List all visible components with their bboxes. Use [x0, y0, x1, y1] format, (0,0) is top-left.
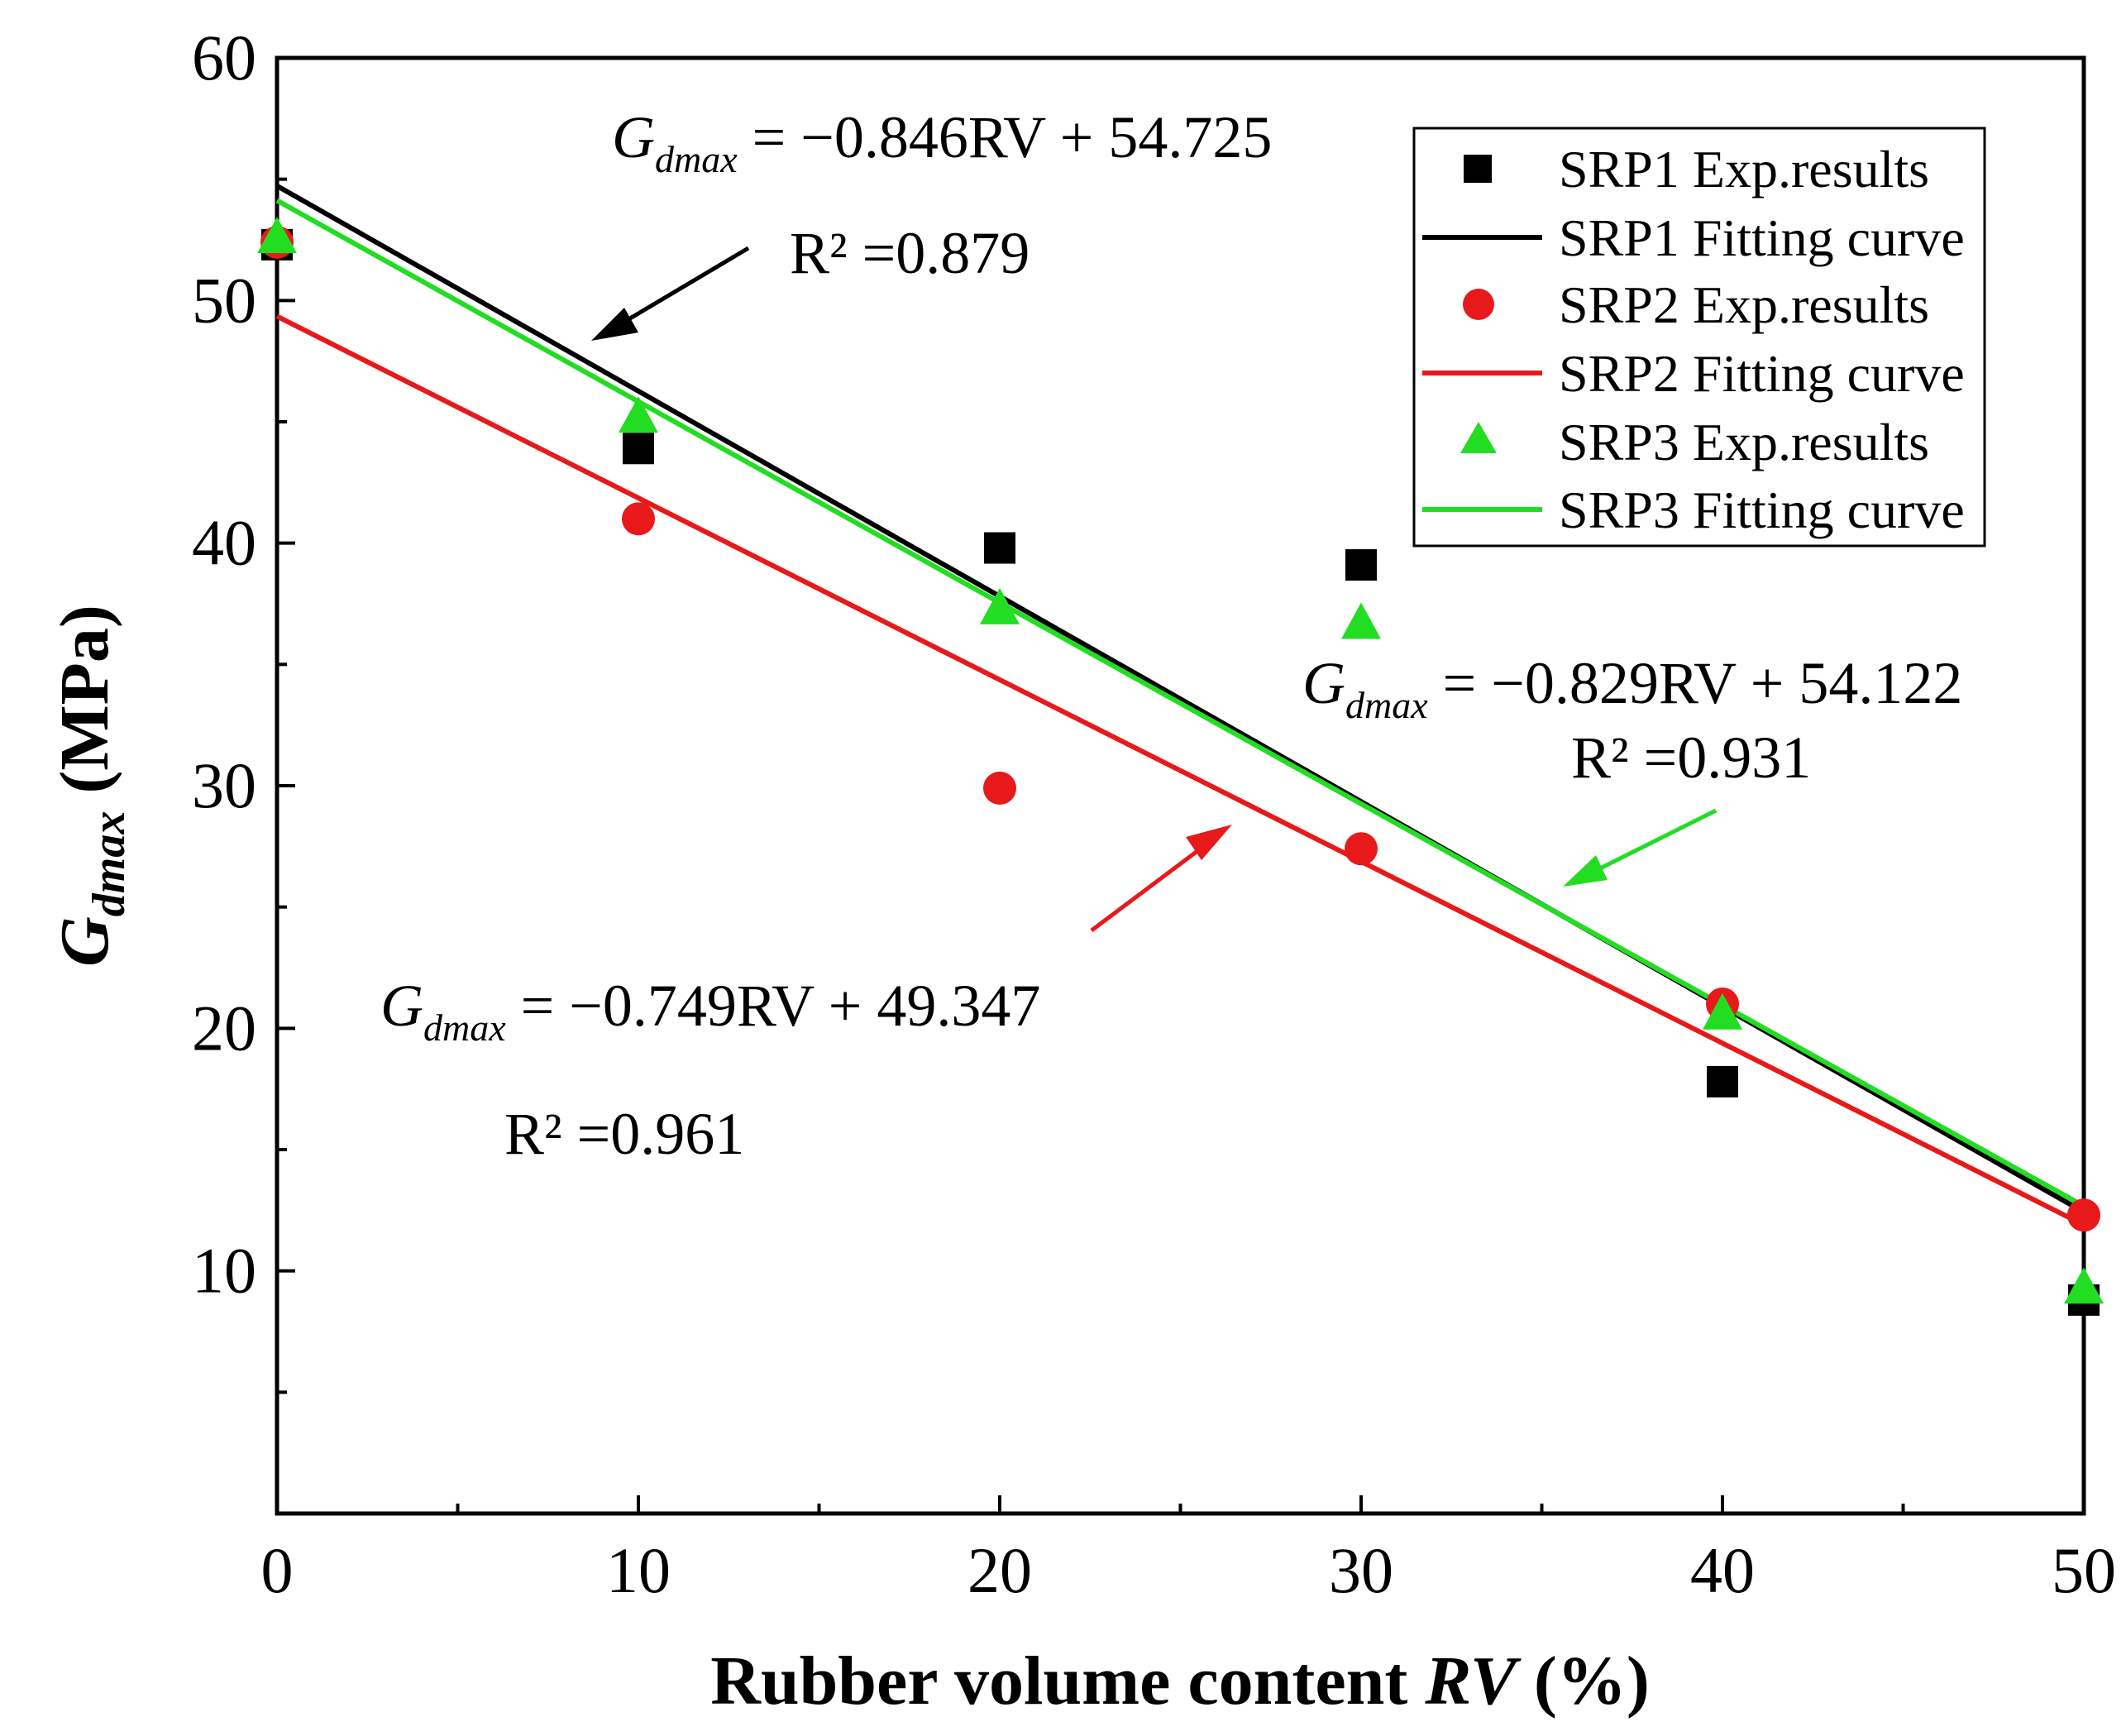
equation-srp3-rhs: = −0.829RV + 54.122	[1428, 650, 1963, 716]
legend-label-srp3-fit: SRP3 Fitting curve	[1559, 481, 1965, 539]
arrow-srp3-head	[1563, 855, 1608, 887]
data-point-srp1	[1707, 1065, 1738, 1098]
legend-marker-srp2	[1463, 289, 1494, 320]
tick-labels: 0 10 20 30 40 50 10 20 30 40 50 60	[192, 22, 2116, 1606]
x-tick-label: 10	[606, 1534, 671, 1606]
legend-marker-srp3	[1460, 422, 1497, 453]
data-point-srp2	[2067, 1198, 2100, 1232]
data-point-srp3	[980, 587, 1020, 624]
arrow-srp3	[1590, 808, 1718, 875]
x-tick-label: 30	[1329, 1534, 1393, 1606]
data-point-srp3	[619, 396, 658, 433]
legend-box	[1412, 127, 1986, 548]
equation-srp3-lhs: G	[1302, 650, 1345, 716]
fit-lines	[275, 184, 2085, 1227]
x-tick-label: 20	[967, 1534, 1032, 1606]
x-tick-label: 50	[2052, 1534, 2116, 1606]
equation-srp2: Gdmax = −0.749RV + 49.347	[380, 973, 1040, 1049]
equation-srp1-lhs: G	[612, 104, 655, 170]
arrow-srp1-head	[591, 308, 638, 341]
data-point-srp1	[1345, 549, 1377, 581]
y-tick-label: 60	[192, 22, 256, 93]
data-point-srp3	[257, 217, 297, 254]
equation-srp1-sub: dmax	[655, 138, 738, 180]
x-axis-title-prefix: Rubber volume content	[710, 1643, 1425, 1719]
r2-srp1: R² =0.879	[790, 220, 1030, 286]
y-axis-title-suffix: (MPa)	[46, 605, 123, 811]
fit-line-srp2	[275, 313, 2085, 1227]
data-point-srp2	[983, 771, 1016, 805]
y-tick-label: 30	[192, 749, 256, 821]
x-axis-title: Rubber volume content RV (%)	[710, 1643, 1650, 1719]
y-tick-label: 40	[192, 507, 256, 579]
y-axis-title-sub: dmax	[84, 811, 135, 917]
r2-srp2: R² =0.961	[504, 1101, 744, 1167]
legend-label-srp1-fit: SRP1 Fitting curve	[1559, 208, 1965, 267]
legend: SRP1 Exp.results SRP1 Fitting curve SRP2…	[1412, 127, 1986, 548]
y-axis-title-base: G	[46, 916, 123, 967]
data-point-srp1	[623, 433, 654, 465]
equation-srp1: Gdmax = −0.846RV + 54.725	[612, 104, 1272, 180]
data-point-srp3	[1703, 992, 1742, 1030]
legend-label-srp2-fit: SRP2 Fitting curve	[1559, 344, 1965, 403]
equation-srp2-lhs: G	[380, 973, 423, 1039]
arrow-srp2	[1090, 842, 1209, 932]
y-tick-label: 20	[192, 992, 256, 1064]
equation-srp3: Gdmax = −0.829RV + 54.122	[1302, 650, 1962, 726]
equation-srp2-rhs: = −0.749RV + 49.347	[506, 973, 1041, 1039]
fit-line-srp3	[275, 198, 2085, 1208]
equation-srp2-sub: dmax	[423, 1007, 506, 1049]
data-point-srp2	[622, 502, 655, 536]
arrow-srp2-head	[1186, 825, 1232, 860]
data-point-srp3	[2064, 1267, 2104, 1304]
legend-label-srp2-exp: SRP2 Exp.results	[1559, 275, 1929, 334]
annotation-arrows	[591, 246, 1718, 932]
x-tick-label: 40	[1690, 1534, 1755, 1606]
y-axis-title: Gdmax (MPa)	[46, 605, 135, 967]
axis-ticks	[275, 56, 2085, 1514]
r2-srp3: R² =0.931	[1571, 725, 1811, 791]
data-markers	[257, 217, 2104, 1316]
y-tick-label: 50	[192, 264, 256, 336]
data-point-srp3	[1341, 602, 1381, 639]
y-tick-label: 10	[192, 1235, 256, 1307]
x-axis-title-suffix: (%)	[1517, 1643, 1650, 1719]
equation-srp3-sub: dmax	[1345, 684, 1428, 726]
equations: Gdmax = −0.846RV + 54.725 R² =0.879 Gdma…	[380, 104, 1962, 1167]
x-axis-title-var: RV	[1424, 1643, 1522, 1719]
data-point-srp1	[984, 532, 1015, 564]
legend-label-srp1-exp: SRP1 Exp.results	[1559, 140, 1929, 198]
x-tick-label: 0	[261, 1534, 294, 1606]
legend-marker-srp1	[1464, 155, 1492, 183]
equation-srp1-rhs: = −0.846RV + 54.725	[738, 104, 1273, 170]
data-point-srp2	[1345, 832, 1378, 866]
arrow-srp1	[614, 246, 750, 329]
legend-label-srp3-exp: SRP3 Exp.results	[1559, 413, 1929, 471]
